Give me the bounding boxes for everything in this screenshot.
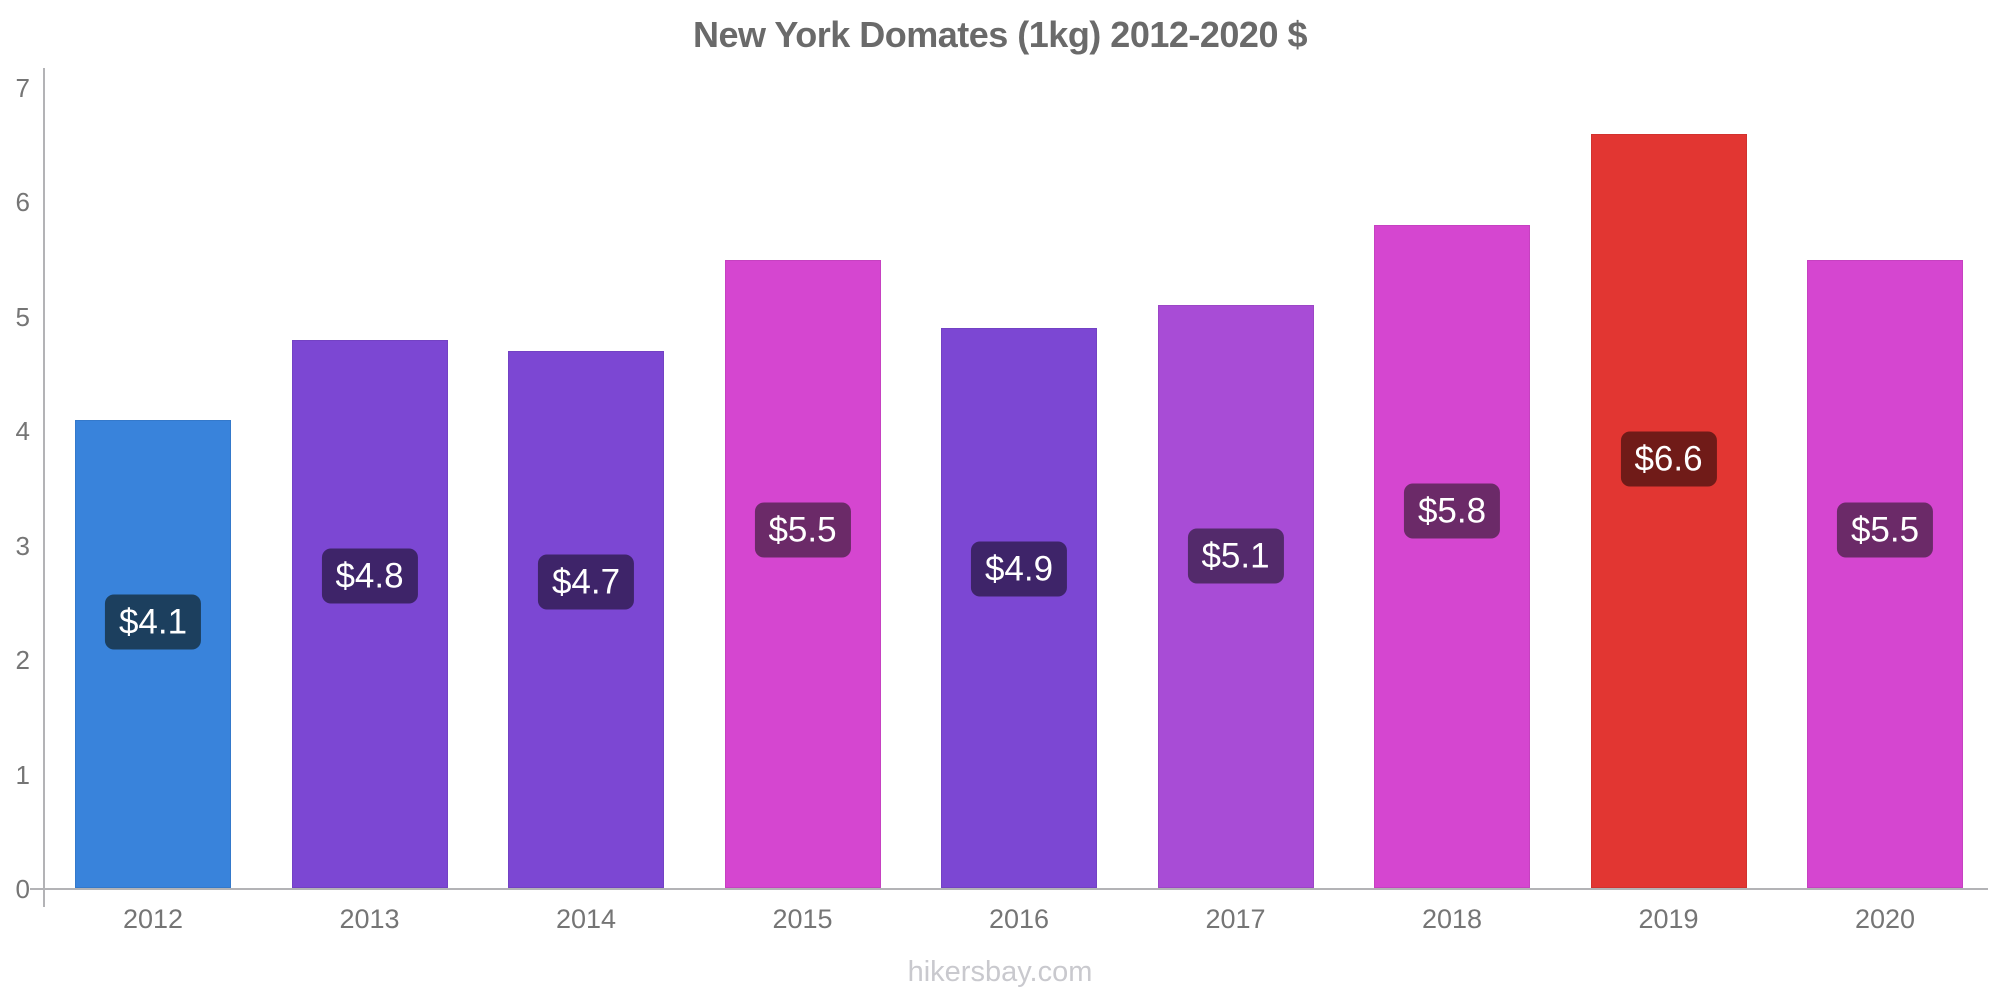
bar-value-badge-2013: $4.8 bbox=[321, 548, 418, 604]
y-tick-label: 5 bbox=[15, 301, 30, 332]
bar-value-badge-2017: $5.1 bbox=[1187, 528, 1284, 584]
bar-value-badge-2020: $5.5 bbox=[1836, 502, 1934, 558]
bar-value-badge-2018: $5.8 bbox=[1403, 483, 1501, 539]
bar-2013 bbox=[291, 339, 448, 888]
bar-2018 bbox=[1374, 225, 1530, 888]
x-tick-label-2018: 2018 bbox=[1421, 904, 1483, 934]
bar-value-badge-2019: $6.6 bbox=[1620, 431, 1717, 486]
x-axis bbox=[30, 888, 1988, 890]
x-tick-label-2013: 2013 bbox=[339, 904, 400, 934]
bar-2019 bbox=[1590, 133, 1747, 888]
bar-value-badge-2012: $4.1 bbox=[104, 594, 202, 650]
bar-2012 bbox=[75, 419, 231, 888]
bar-2017 bbox=[1157, 305, 1314, 888]
bar-value-badge-2016: $4.9 bbox=[970, 541, 1068, 597]
bar-2015 bbox=[724, 259, 881, 888]
bar-value-badge-2014: $4.7 bbox=[537, 554, 635, 610]
y-tick-label: 2 bbox=[15, 645, 30, 676]
y-tick-label: 0 bbox=[15, 874, 30, 904]
x-tick-label-2016: 2016 bbox=[988, 904, 1050, 934]
y-tick-label: 1 bbox=[15, 759, 30, 790]
bar-2014 bbox=[508, 351, 664, 888]
x-tick-label-2014: 2014 bbox=[555, 904, 617, 934]
y-tick-label: 4 bbox=[15, 416, 30, 447]
bar-2016 bbox=[941, 328, 1097, 888]
x-tick-label-2020: 2020 bbox=[1854, 904, 1916, 934]
watermark: hikersbay.com bbox=[907, 956, 1093, 988]
x-tick-label-2019: 2019 bbox=[1638, 904, 1699, 934]
bar-2020 bbox=[1807, 259, 1963, 888]
chart-title: New York Domates (1kg) 2012-2020 $ bbox=[693, 14, 1307, 55]
y-tick-label: 3 bbox=[15, 530, 30, 561]
y-tick-label: 7 bbox=[15, 72, 30, 103]
x-tick-label-2012: 2012 bbox=[122, 904, 184, 934]
bar-value-badge-2015: $5.5 bbox=[754, 502, 851, 558]
y-tick-label: 6 bbox=[15, 187, 30, 218]
x-tick-label-2017: 2017 bbox=[1205, 904, 1266, 934]
x-tick-label-2015: 2015 bbox=[772, 904, 833, 934]
y-axis bbox=[43, 68, 45, 907]
